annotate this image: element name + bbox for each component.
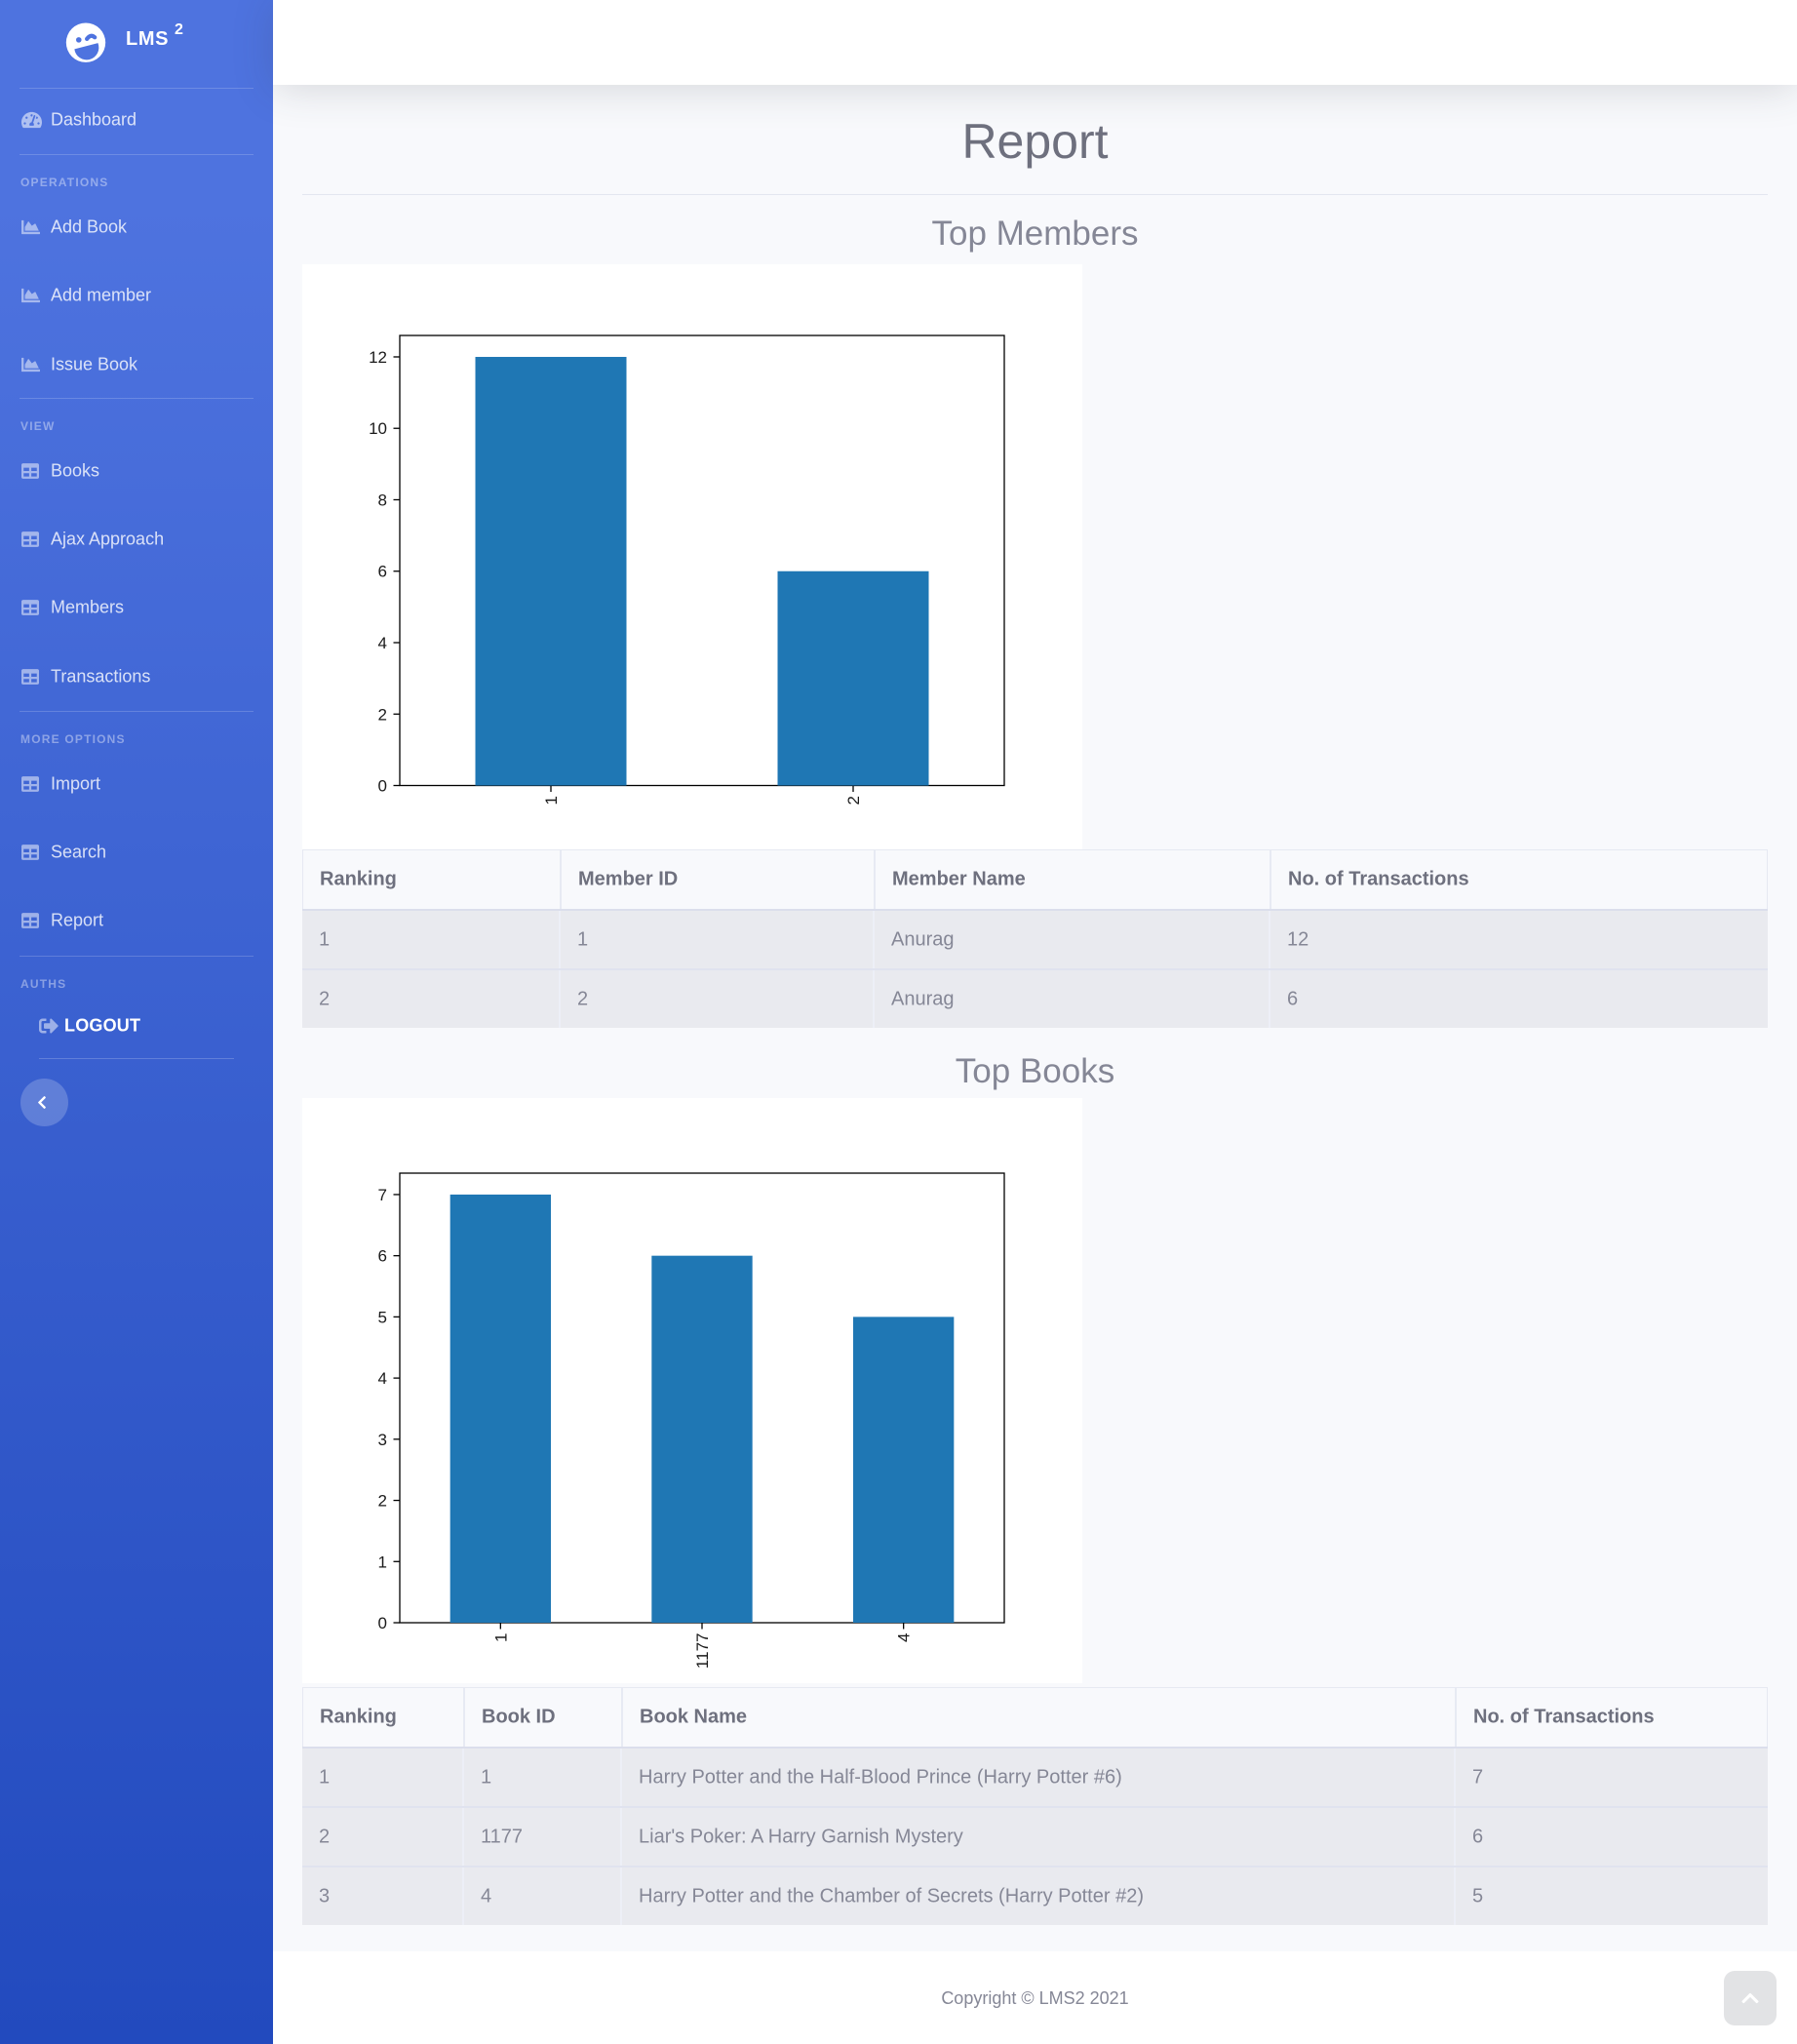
svg-text:4: 4 bbox=[378, 1369, 387, 1388]
svg-text:4: 4 bbox=[895, 1633, 914, 1642]
svg-text:7: 7 bbox=[378, 1186, 387, 1204]
svg-text:2: 2 bbox=[844, 796, 863, 805]
svg-text:6: 6 bbox=[378, 1247, 387, 1266]
svg-text:6: 6 bbox=[378, 563, 387, 581]
svg-text:12: 12 bbox=[369, 348, 387, 367]
svg-text:8: 8 bbox=[378, 491, 387, 509]
svg-text:0: 0 bbox=[378, 777, 387, 796]
svg-text:0: 0 bbox=[378, 1614, 387, 1632]
svg-text:10: 10 bbox=[369, 419, 387, 438]
svg-text:4: 4 bbox=[378, 634, 387, 652]
svg-text:1: 1 bbox=[378, 1553, 387, 1571]
svg-text:3: 3 bbox=[378, 1431, 387, 1449]
svg-text:1: 1 bbox=[491, 1633, 510, 1642]
svg-text:1177: 1177 bbox=[693, 1633, 712, 1670]
svg-text:1: 1 bbox=[542, 796, 561, 805]
svg-text:5: 5 bbox=[378, 1308, 387, 1326]
svg-text:2: 2 bbox=[378, 1492, 387, 1511]
svg-text:2: 2 bbox=[378, 705, 387, 724]
